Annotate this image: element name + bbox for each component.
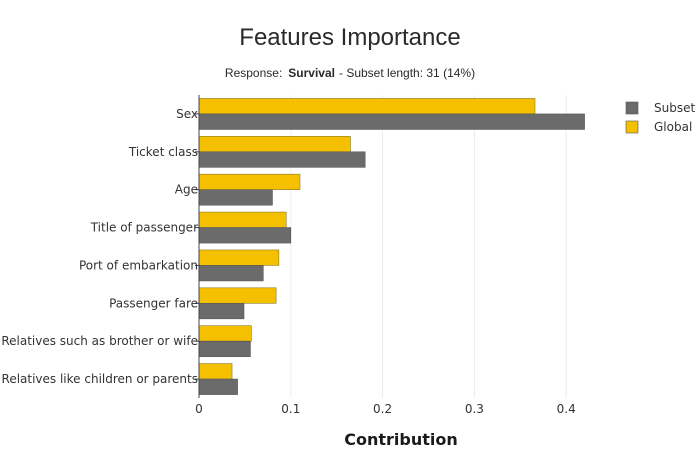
category-labels: Sex Ticket class Age Title of passenger Port… [1, 107, 199, 386]
bar-global [198, 211, 287, 228]
legend-label: Global [654, 120, 692, 134]
subtitle-prefix: Response: [225, 66, 282, 80]
bar-global [198, 249, 280, 266]
category-label: Ticket class [128, 145, 198, 159]
bar-subset [198, 378, 238, 395]
chart-subtitle: Response: Survival - Subset length: 31 (14… [225, 66, 475, 80]
category-label: Relatives such as brother or wife [1, 334, 198, 348]
x-tick-label: 0.4 [557, 402, 576, 416]
bar-global [198, 325, 252, 342]
bar-subset [198, 113, 585, 130]
chart-title: Features Importance [239, 24, 460, 51]
category-label: Passenger fare [109, 296, 198, 310]
bar-subset [198, 189, 273, 206]
bar-global [198, 363, 233, 380]
x-tick-label: 0 [195, 402, 203, 416]
bar-subset [198, 151, 366, 168]
bar-global [198, 287, 277, 304]
bar-subset [198, 340, 251, 357]
bar-global [198, 173, 301, 190]
subtitle-response: Survival [288, 66, 335, 80]
bar-series [198, 98, 585, 395]
legend: Subset Global [625, 101, 695, 134]
category-label: Relatives like children or parents [2, 372, 198, 386]
bar-subset [198, 303, 245, 320]
x-tick-label: 0.1 [281, 402, 300, 416]
x-gridlines [290, 95, 567, 398]
category-label: Sex [176, 107, 198, 121]
legend-swatch [625, 120, 639, 134]
category-label: Age [175, 183, 198, 197]
category-label: Title of passenger [90, 221, 198, 235]
x-tick-label: 0.3 [465, 402, 484, 416]
bar-subset [198, 227, 292, 244]
category-label: Port of embarkation [79, 258, 198, 272]
bar-global [198, 98, 536, 115]
bar-subset [198, 265, 264, 282]
bar-global [198, 136, 351, 153]
legend-label: Subset [654, 101, 695, 115]
x-tick-label: 0.2 [373, 402, 392, 416]
x-axis-title: Contribution [344, 430, 458, 449]
subtitle-suffix: - Subset length: 31 (14%) [339, 66, 475, 80]
legend-swatch [625, 101, 639, 115]
x-tick-labels: 0 0.1 0.2 0.3 0.4 [195, 402, 576, 416]
